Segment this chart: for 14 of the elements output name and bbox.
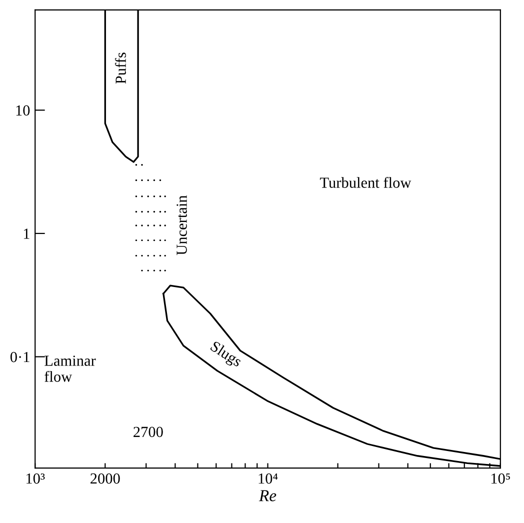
x-tick-label: 10⁵ [491,473,510,484]
x-tick-label: 10³ [26,473,45,484]
annotation: Turbulent flow [320,176,412,188]
x-tick-label: 10⁴ [258,473,278,484]
y-tick-label: 1 [24,228,30,239]
annotation: Puffs [115,52,126,84]
annotation: 2700 [134,426,163,438]
annotation: Uncertain [176,195,187,256]
annotation: Laminar flow [44,356,96,382]
annotation: Slugs [208,340,243,370]
y-tick-label: 10 [16,105,30,116]
x-tick-label: 2000 [90,473,120,484]
x-axis-title: Re [258,490,276,502]
y-tick-label: 0·1 [10,352,30,362]
